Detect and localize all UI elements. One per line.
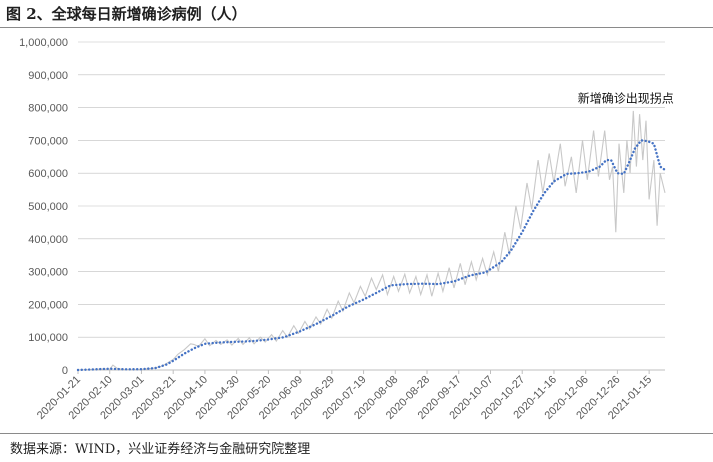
y-tick-label: 600,000 — [28, 168, 68, 180]
y-tick-label: 1,000,000 — [19, 37, 68, 49]
y-gridlines — [78, 41, 665, 371]
x-axis-ticks: 2020-01-212020-02-102020-03-012020-03-21… — [35, 370, 654, 422]
y-tick-label: 400,000 — [28, 234, 68, 246]
bottom-rule — [0, 433, 713, 434]
annotation-label: 新增确诊出现拐点 — [578, 91, 674, 106]
y-tick-label: 800,000 — [28, 103, 68, 115]
y-tick-label: 300,000 — [28, 267, 68, 279]
series-moving-average-line — [76, 139, 667, 372]
top-rule — [0, 27, 713, 28]
y-tick-label: 0 — [62, 365, 68, 377]
source-note: 数据来源：WIND，兴业证券经济与金融研究院整理 — [10, 442, 311, 457]
figure-title: 图 2、全球每日新增确诊病例（人） — [6, 5, 247, 23]
y-tick-label: 200,000 — [28, 299, 68, 311]
y-tick-label: 700,000 — [28, 135, 68, 147]
y-tick-label: 500,000 — [28, 201, 68, 213]
line-chart: 0 100,000 200,000 300,000 400,000 500,000 600,… — [19, 37, 674, 422]
series-daily-cases-line — [77, 110, 666, 371]
y-tick-label: 100,000 — [28, 332, 68, 344]
y-axis-ticks: 0 100,000 200,000 300,000 400,000 500,000 600,… — [19, 37, 68, 377]
y-tick-label: 900,000 — [28, 70, 68, 82]
